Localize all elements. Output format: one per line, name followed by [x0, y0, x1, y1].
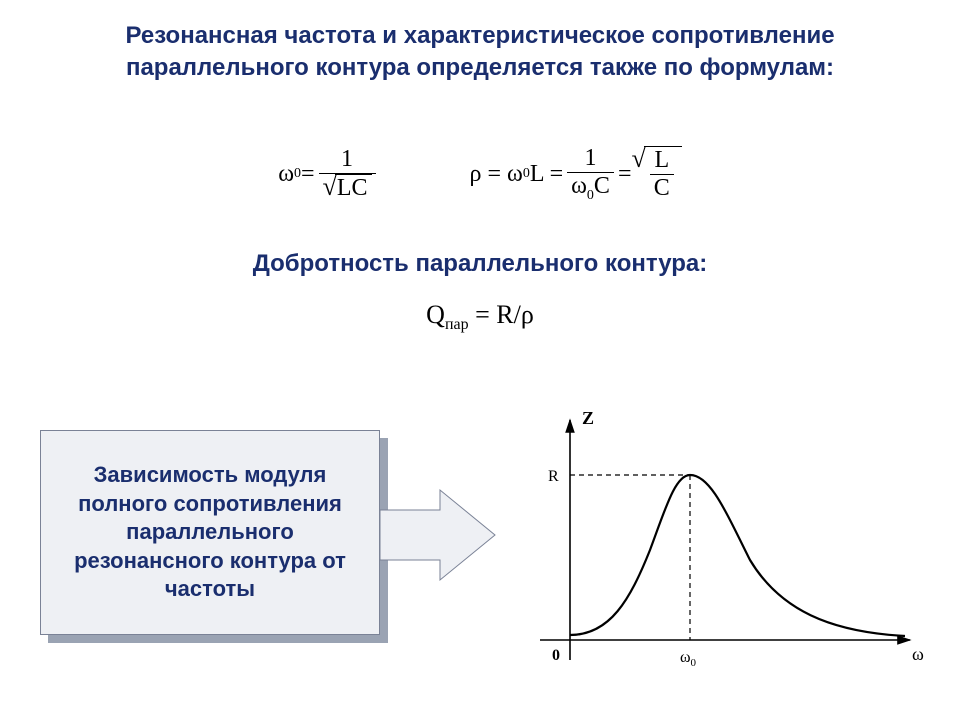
svg-text:ω0: ω0 — [680, 649, 697, 669]
f1-lhs-sym: ω — [278, 161, 294, 188]
impedance-chart: Zω R 0 ω0 — [500, 400, 930, 680]
f2-frac: 1 ω0C — [567, 145, 614, 204]
f2-den-post: C — [594, 173, 610, 199]
formula-omega0: ω0 = 1 √ LC — [278, 145, 379, 204]
callout-box: Зависимость модуля полного сопротивления… — [40, 430, 380, 635]
formula-rho: ρ = ω0 L = 1 ω0C = √ L C — [470, 145, 682, 204]
callout-text: Зависимость модуля полного сопротивления… — [53, 461, 367, 604]
f1-lhs-sub: 0 — [294, 166, 301, 182]
fq-rhs: = R/ρ — [469, 300, 534, 329]
f2-sqrt-den: C — [650, 174, 674, 202]
f1-sqrt-body: LC — [335, 174, 372, 202]
f1-frac: 1 √ LC — [319, 146, 376, 202]
f1-eq: = — [301, 161, 315, 188]
fq-Q: Q — [426, 300, 445, 329]
svg-text:Z: Z — [582, 408, 594, 428]
f2-eq2: = — [618, 161, 632, 188]
f2-sqrt-num: L — [650, 147, 673, 174]
f2-rho: ρ = ω — [470, 161, 523, 188]
svg-text:ω: ω — [912, 644, 924, 664]
f2-sqrt-body: L C — [644, 146, 682, 202]
subtitle: Добротность параллельного контура: — [0, 250, 960, 278]
f2-num: 1 — [581, 145, 601, 172]
f2-den-pre: ω — [571, 173, 587, 199]
svg-text:0: 0 — [552, 647, 560, 664]
f2-sqrt: √ L C — [631, 146, 681, 202]
f1-num: 1 — [337, 146, 357, 173]
svg-text:R: R — [548, 468, 559, 485]
fq-sub: пар — [445, 316, 469, 333]
f1-sqrt: √ LC — [323, 174, 372, 202]
f1-den: √ LC — [319, 173, 376, 202]
formula-row: ω0 = 1 √ LC ρ = ω0 L = 1 ω0C = √ — [0, 145, 960, 204]
f2-den-sub: 0 — [587, 188, 594, 203]
f2-den: ω0C — [567, 172, 614, 204]
f2-L: L = — [530, 161, 563, 188]
page-title: Резонансная частота и характеристическое… — [40, 20, 920, 85]
f2-sub0a: 0 — [523, 166, 530, 182]
formula-q: Qпар = R/ρ — [0, 300, 960, 334]
